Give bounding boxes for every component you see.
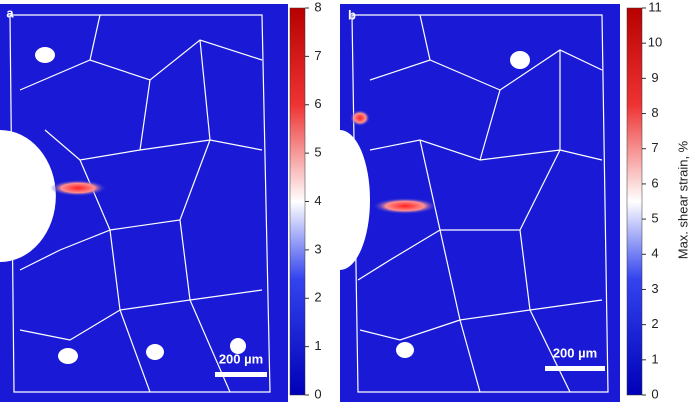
tick-label: 3 <box>314 241 321 256</box>
tick-label: 0 <box>651 386 658 401</box>
strain-map <box>340 4 620 402</box>
scale-bar-label: 200 µm <box>219 351 263 366</box>
tick-label: 4 <box>314 193 321 208</box>
tick-label: 8 <box>314 0 321 14</box>
scale-bar-label: 200 µm <box>553 345 597 360</box>
tick-label: 7 <box>314 48 321 63</box>
tick-label: 9 <box>651 70 658 85</box>
tick-label: 3 <box>651 281 658 296</box>
tick-label: 1 <box>651 351 658 366</box>
tick-label: 6 <box>314 96 321 111</box>
colorbar <box>626 7 643 396</box>
tick-label: 5 <box>651 211 658 226</box>
tick-label: 0 <box>314 386 321 401</box>
tick-label: 5 <box>314 145 321 160</box>
tick-label: 6 <box>651 175 658 190</box>
tick-label: 7 <box>651 140 658 155</box>
tick-label: 8 <box>651 105 658 120</box>
strain-map <box>0 4 288 402</box>
tick-label: 11 <box>648 0 662 14</box>
tick-label: 10 <box>648 35 662 50</box>
tick-label: 4 <box>651 246 658 261</box>
tick-label: 1 <box>314 338 321 353</box>
colorbar <box>289 7 306 396</box>
panel-label: a <box>6 5 14 20</box>
tick-label: 2 <box>651 316 658 331</box>
panel-label: b <box>348 7 356 22</box>
tick-label: 2 <box>314 290 321 305</box>
colorbar-label: Max. shear strain, % <box>675 140 690 259</box>
